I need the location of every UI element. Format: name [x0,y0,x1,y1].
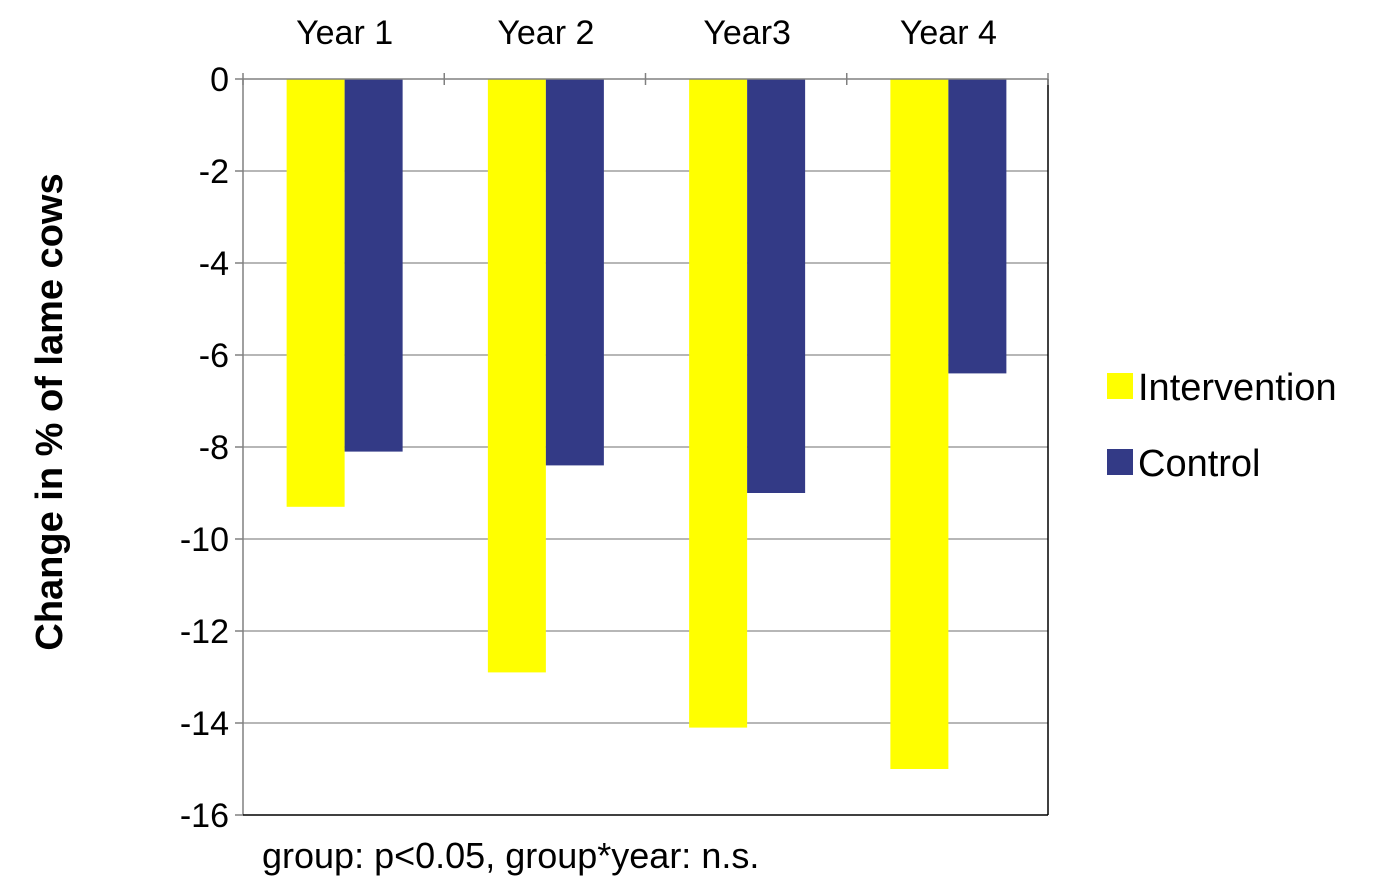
x-category-label: Year 1 [296,14,393,52]
bar-control [948,79,1007,374]
bar-control [545,79,604,466]
y-tick-label: 0 [210,61,229,99]
bar-intervention [286,79,345,507]
bar-control [747,79,806,493]
y-tick-labels: 0 -2 -4 -6 -8 -10 -12 -14 -16 [180,61,243,835]
y-axis-label: Change in % of lame cows [29,173,71,650]
legend-swatch-control [1107,449,1133,475]
bar-intervention [689,79,748,728]
bar-intervention [487,79,546,673]
x-category-labels: Year 1 Year 2 Year3 Year 4 [296,14,997,52]
legend-label-control: Control [1138,443,1261,485]
x-category-label: Year 4 [900,14,997,52]
y-tick-label: -14 [180,705,229,743]
y-tick-label: -2 [199,153,229,191]
annotation-text: group: p<0.05, group*year: n.s. [262,835,759,876]
legend-label-intervention: Intervention [1138,367,1337,409]
y-tick-label: -8 [199,429,229,467]
y-tick-label: -16 [180,797,229,835]
x-category-label: Year3 [703,14,791,52]
legend-swatch-intervention [1107,373,1133,399]
axes [242,73,1049,816]
legend: Intervention Control [1107,367,1337,485]
y-tick-label: -6 [199,337,229,375]
y-tick-label: -12 [180,613,229,651]
y-tick-label: -4 [199,245,229,283]
bars [286,79,1007,769]
y-tick-label: -10 [180,521,229,559]
x-category-label: Year 2 [497,14,594,52]
bar-control [344,79,403,452]
bar-intervention [890,79,949,769]
